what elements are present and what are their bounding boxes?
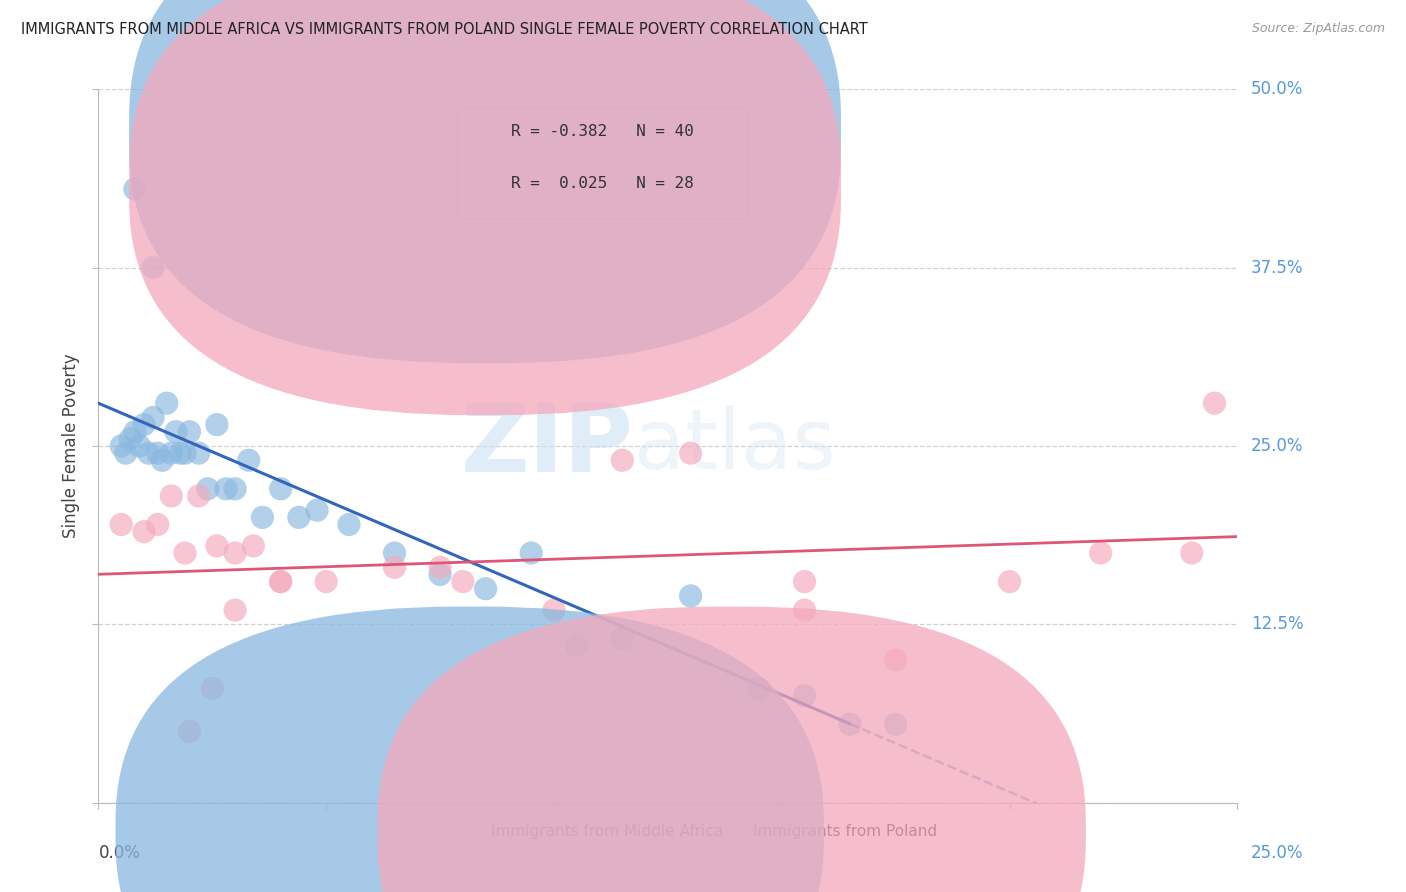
Point	[224, 482, 246, 496]
Point	[179, 724, 201, 739]
Point	[187, 489, 209, 503]
Text: Immigrants from Poland: Immigrants from Poland	[754, 824, 938, 838]
Point	[128, 439, 150, 453]
Point	[270, 482, 292, 496]
Point	[998, 574, 1021, 589]
Point	[124, 182, 146, 196]
Point	[179, 425, 201, 439]
Point	[238, 453, 260, 467]
Text: Source: ZipAtlas.com: Source: ZipAtlas.com	[1251, 22, 1385, 36]
Point	[252, 510, 274, 524]
Point	[793, 689, 815, 703]
Point	[132, 524, 155, 539]
Text: IMMIGRANTS FROM MIDDLE AFRICA VS IMMIGRANTS FROM POLAND SINGLE FEMALE POVERTY CO: IMMIGRANTS FROM MIDDLE AFRICA VS IMMIGRA…	[21, 22, 868, 37]
Text: R = -0.382   N = 40: R = -0.382 N = 40	[510, 125, 693, 139]
Text: 37.5%: 37.5%	[1251, 259, 1303, 277]
Text: Immigrants from Middle Africa: Immigrants from Middle Africa	[491, 824, 724, 838]
Point	[160, 446, 183, 460]
Point	[612, 632, 634, 646]
Text: 25.0%: 25.0%	[1251, 437, 1303, 455]
Point	[124, 425, 146, 439]
Point	[520, 546, 543, 560]
Y-axis label: Single Female Poverty: Single Female Poverty	[62, 354, 80, 538]
Point	[224, 546, 246, 560]
Text: atlas: atlas	[634, 406, 835, 486]
Point	[565, 639, 588, 653]
FancyBboxPatch shape	[377, 607, 1085, 892]
Point	[110, 517, 132, 532]
Point	[150, 453, 173, 467]
Point	[748, 681, 770, 696]
Point	[337, 517, 360, 532]
Point	[839, 717, 862, 731]
Text: 25.0%: 25.0%	[1251, 845, 1303, 863]
Point	[156, 396, 179, 410]
Text: 50.0%: 50.0%	[1251, 80, 1303, 98]
Point	[793, 574, 815, 589]
Point	[174, 446, 197, 460]
Point	[612, 453, 634, 467]
Text: 0.0%: 0.0%	[98, 845, 141, 863]
Point	[169, 446, 191, 460]
Point	[132, 417, 155, 432]
FancyBboxPatch shape	[129, 0, 841, 363]
Point	[679, 589, 702, 603]
Point	[384, 560, 406, 574]
Point	[884, 653, 907, 667]
Point	[224, 603, 246, 617]
Point	[138, 446, 160, 460]
Point	[205, 417, 228, 432]
Point	[307, 503, 329, 517]
Text: 12.5%: 12.5%	[1251, 615, 1303, 633]
Point	[160, 489, 183, 503]
Point	[110, 439, 132, 453]
Point	[205, 539, 228, 553]
Point	[288, 510, 311, 524]
Point	[120, 432, 142, 446]
FancyBboxPatch shape	[129, 0, 841, 415]
Point	[384, 546, 406, 560]
Point	[429, 560, 451, 574]
Point	[451, 574, 474, 589]
Point	[429, 567, 451, 582]
Point	[165, 425, 187, 439]
Point	[315, 574, 337, 589]
FancyBboxPatch shape	[115, 607, 824, 892]
Point	[146, 517, 169, 532]
Point	[146, 446, 169, 460]
Text: R =  0.025   N = 28: R = 0.025 N = 28	[510, 177, 693, 192]
Point	[1204, 396, 1226, 410]
Point	[270, 574, 292, 589]
Point	[884, 717, 907, 731]
Point	[242, 539, 264, 553]
Point	[197, 482, 219, 496]
Point	[142, 260, 165, 275]
Point	[270, 574, 292, 589]
Point	[1090, 546, 1112, 560]
Point	[543, 603, 565, 617]
Point	[679, 446, 702, 460]
Point	[215, 482, 238, 496]
Text: ZIP: ZIP	[461, 400, 634, 492]
Point	[474, 582, 496, 596]
Point	[142, 410, 165, 425]
Point	[793, 603, 815, 617]
Point	[187, 446, 209, 460]
Point	[114, 446, 136, 460]
Point	[1181, 546, 1204, 560]
Point	[201, 681, 224, 696]
Point	[174, 546, 197, 560]
FancyBboxPatch shape	[457, 107, 748, 218]
